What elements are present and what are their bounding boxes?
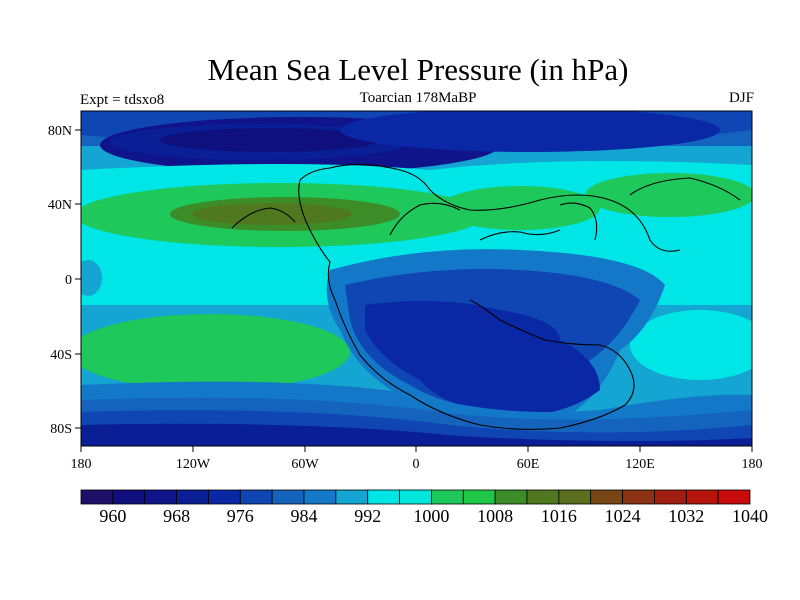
- colorbar-label: 1016: [541, 506, 577, 526]
- south-band-4: [81, 423, 752, 446]
- y-tick-label: 80N: [48, 124, 72, 139]
- x-tick-label: 120E: [625, 457, 655, 472]
- colorbar-label: 992: [354, 506, 381, 526]
- south-high-west: [81, 314, 350, 390]
- north-low-core: [160, 128, 380, 152]
- colorbar-swatch: [208, 489, 241, 505]
- north-low-east: [340, 111, 720, 152]
- colorbar-swatch: [335, 489, 369, 505]
- x-tick-label: 0: [413, 457, 420, 472]
- colorbar-label: 1000: [413, 506, 449, 526]
- colorbar-swatch: [399, 489, 432, 505]
- colorbar-swatch: [144, 489, 177, 505]
- coastlines: [231, 163, 741, 430]
- season-label: DJF: [728, 90, 754, 106]
- continental-low-core: [365, 301, 600, 416]
- colorbar-swatch: [303, 489, 337, 505]
- y-tick-label: 80S: [50, 422, 72, 437]
- x-tick-label: 60W: [291, 457, 319, 472]
- x-tick-label: 120W: [176, 457, 211, 472]
- colorbar-label: 960: [99, 506, 126, 526]
- tick-marks: [75, 129, 753, 452]
- colorbar-swatch: [685, 489, 719, 505]
- colorbar-swatch: [622, 489, 655, 505]
- colorbar-label: 1024: [605, 506, 641, 526]
- colorbar-label: 1040: [732, 506, 768, 526]
- colorbar-swatch: [431, 489, 464, 505]
- y-tick-label: 40S: [50, 348, 72, 363]
- colorbar-label: 984: [291, 506, 318, 526]
- colorbar-swatch: [271, 489, 305, 505]
- colorbar-swatch: [558, 489, 592, 505]
- colorbar: [80, 489, 751, 505]
- north-high-inner: [192, 203, 352, 225]
- chart-title: Mean Sea Level Pressure (in hPa): [207, 52, 629, 87]
- colorbar-label: 1032: [668, 506, 704, 526]
- colorbar-swatch: [176, 489, 209, 505]
- pressure-field: [81, 111, 752, 446]
- colorbar-swatch: [239, 489, 273, 505]
- colorbar-labels: 960 968 976 984 992 1000 1008 1016 1024 1032 1040: [99, 506, 768, 526]
- colorbar-swatch: [717, 489, 751, 505]
- x-tick-label: 180: [742, 457, 763, 472]
- colorbar-swatch: [526, 489, 560, 505]
- colorbar-swatch: [80, 489, 114, 505]
- north-high-east: [440, 186, 600, 230]
- x-tick-label: 180: [71, 457, 92, 472]
- experiment-label: Expt = tdsxo8: [80, 92, 165, 108]
- equatorial-west-patch: [81, 260, 102, 296]
- colorbar-swatch: [112, 489, 146, 505]
- colorbar-swatch: [494, 489, 528, 505]
- x-tick-label: 60E: [517, 457, 540, 472]
- colorbar-label: 968: [163, 506, 190, 526]
- y-tick-label: 0: [65, 273, 72, 288]
- colorbar-swatch: [367, 489, 400, 505]
- colorbar-label: 976: [227, 506, 254, 526]
- colorbar-label: 1008: [477, 506, 513, 526]
- colorbar-swatch: [654, 489, 687, 505]
- period-subtitle: Toarcian 178MaBP: [359, 90, 477, 106]
- y-tick-label: 40N: [48, 198, 72, 213]
- colorbar-swatch: [462, 489, 496, 505]
- colorbar-swatch: [590, 489, 623, 505]
- south-high-east: [630, 310, 752, 380]
